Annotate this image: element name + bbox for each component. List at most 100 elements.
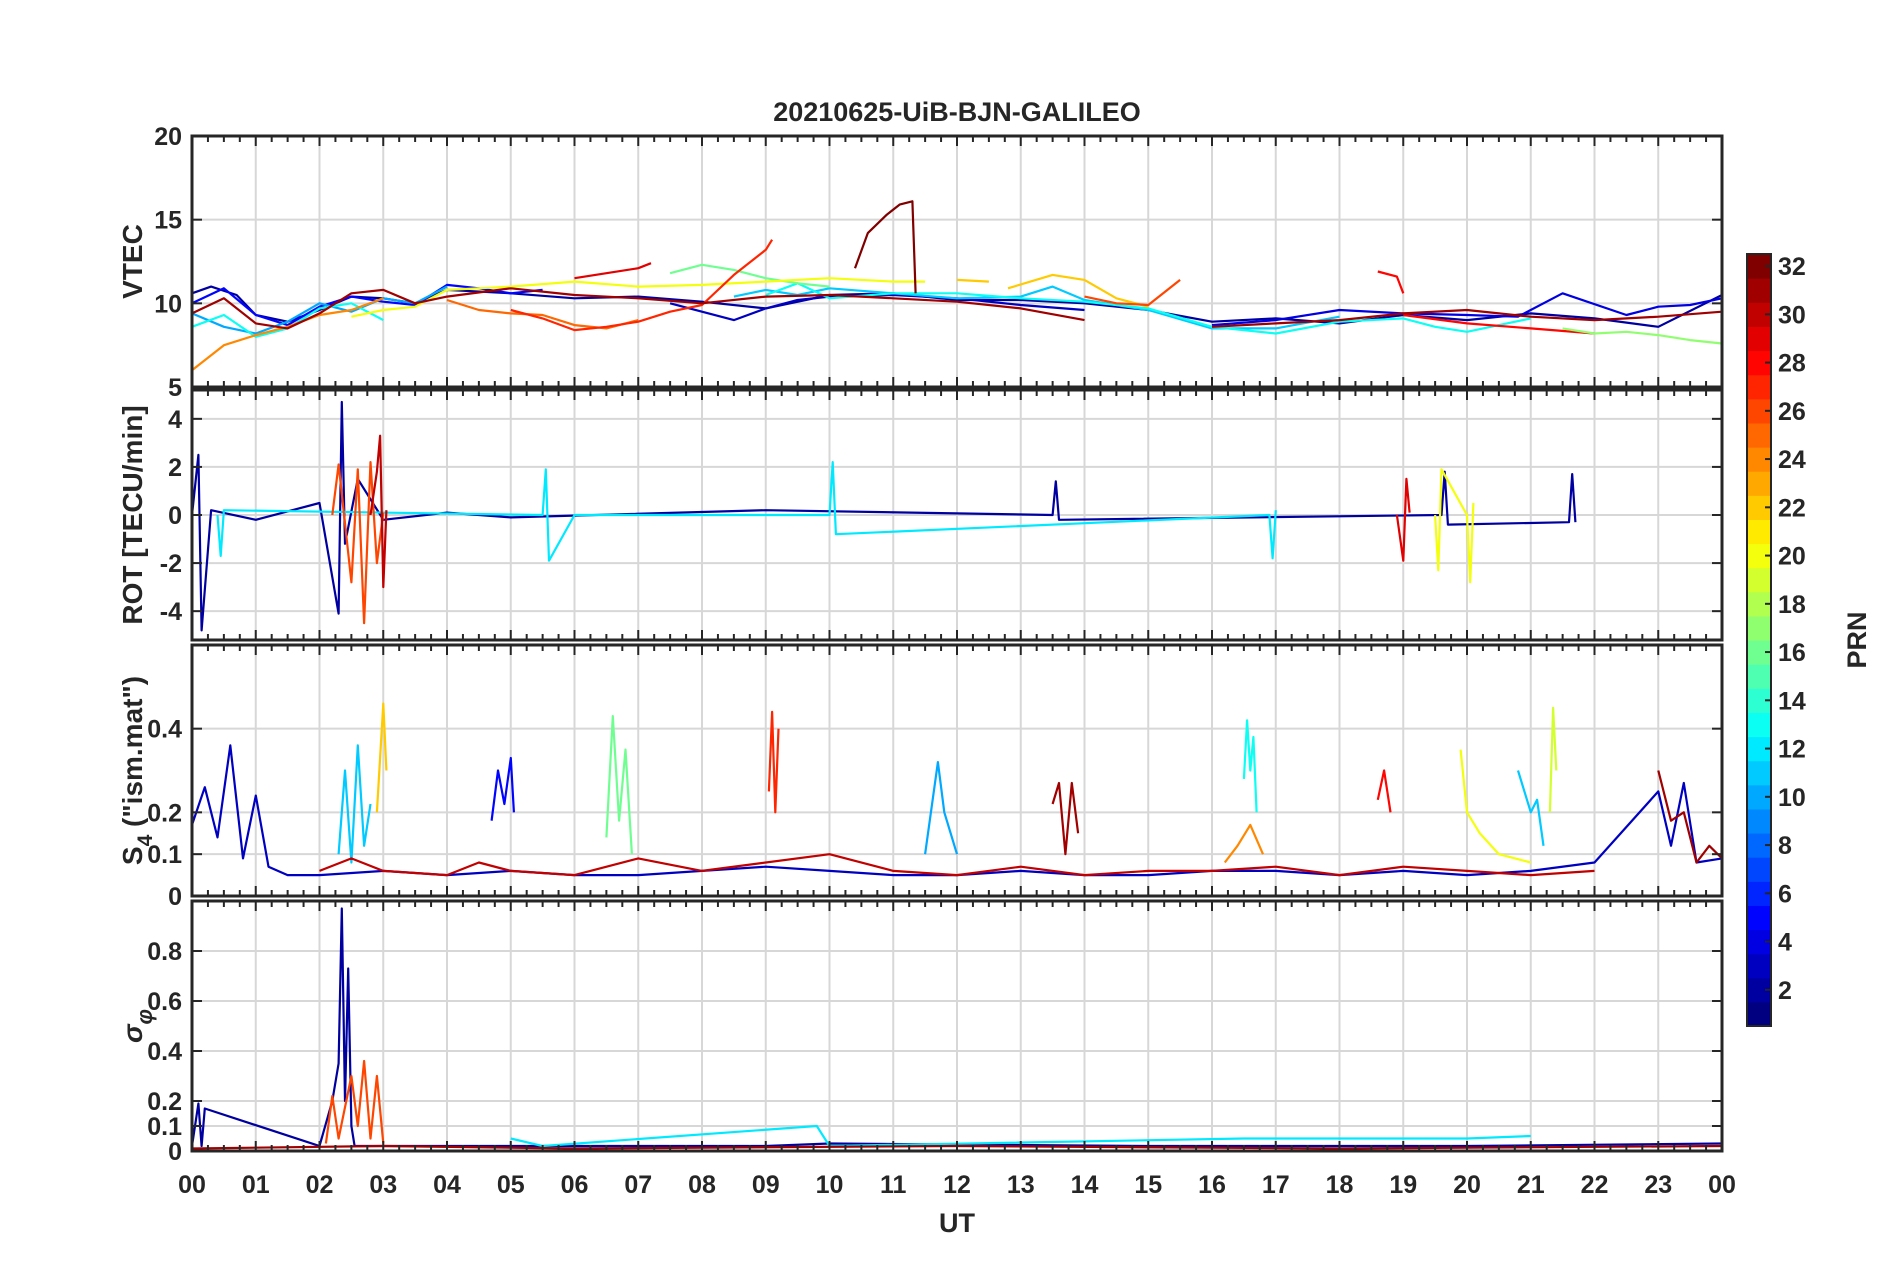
series-prn-2	[190, 400, 1577, 632]
colorbar-label: PRN	[1842, 611, 1872, 668]
colorbar-cell	[1747, 326, 1771, 352]
y-axis-label: VTEC	[117, 224, 148, 299]
colorbar-tick-label: 10	[1778, 784, 1806, 812]
colorbar-tick-label: 2	[1778, 977, 1792, 1005]
colorbar-cell	[1747, 953, 1771, 979]
x-tick-label: 00	[178, 1171, 206, 1199]
series-prn-26	[1084, 279, 1181, 307]
colorbar-tick-label: 26	[1778, 398, 1806, 426]
series-prn-25	[446, 298, 639, 330]
axes-frame	[190, 899, 1724, 1153]
axes-frame	[190, 643, 1724, 898]
colorbar-tick-label: 4	[1778, 929, 1792, 957]
series-prn-11	[1516, 770, 1545, 846]
series-prn-29	[574, 262, 652, 280]
series-prn-22	[956, 278, 989, 283]
series-prn-13	[1242, 719, 1258, 813]
x-tick-label: 00	[1708, 1171, 1736, 1199]
series-prn-10	[924, 760, 959, 855]
colorbar-tick-label: 16	[1778, 639, 1806, 667]
x-tick-label: 17	[1262, 1171, 1290, 1199]
y-tick-label: 0.4	[147, 716, 182, 744]
x-tick-label: 14	[1071, 1171, 1099, 1199]
y-tick-label: 0.4	[147, 1038, 182, 1066]
y-tick-label: 0.1	[147, 1113, 182, 1141]
grid	[192, 136, 1722, 387]
colorbar-cell	[1747, 519, 1771, 545]
x-tick-label: 18	[1326, 1171, 1354, 1199]
colorbar-tick-label: 20	[1778, 543, 1806, 571]
colorbar-cell	[1747, 615, 1771, 641]
x-tick-label: 23	[1644, 1171, 1672, 1199]
colorbar-cell	[1747, 422, 1771, 448]
colorbar-cell	[1747, 905, 1771, 931]
series-prn-4	[1211, 292, 1723, 327]
x-tick-labels: 00 01 02 03 04 05 06 07 08 09 10 11 12 13 14 15 16 17 18 19…	[178, 1171, 1736, 1199]
colorbar-cell	[1747, 278, 1771, 303]
x-tick-label: 07	[624, 1171, 652, 1199]
y-tick-label: 0.1	[147, 841, 182, 869]
series-prn-29	[1395, 477, 1411, 562]
series-prn-5	[490, 756, 515, 821]
colorbar-cell	[1747, 857, 1771, 882]
x-tick-label: 11	[880, 1171, 907, 1199]
y-axis-label: ROT [TECU/min]	[117, 405, 148, 624]
colorbar-frame	[1746, 253, 1772, 1027]
colorbar-cell	[1747, 712, 1771, 738]
colorbar-tick-label: 24	[1778, 446, 1806, 474]
colorbar-tick-label: 12	[1778, 736, 1806, 764]
series-prn-22	[1007, 273, 1149, 308]
colorbar-tick-label: 6	[1778, 880, 1792, 908]
grid	[192, 901, 1722, 1151]
x-tick-label: 20	[1453, 1171, 1481, 1199]
colorbar-tick-label: 22	[1778, 494, 1806, 522]
panel-vtec: 5 10 15 20 VTEC	[117, 123, 1724, 402]
series-prn-27	[510, 239, 774, 332]
y-tick-label: 0.2	[147, 799, 182, 827]
series-prn-12	[216, 461, 1277, 562]
y-tick-label: 0.8	[147, 938, 182, 966]
series-prn-16	[669, 263, 830, 288]
colorbar-tick-label: 30	[1778, 301, 1806, 329]
y-tick-label: 15	[154, 207, 182, 235]
colorbar-cell	[1747, 1001, 1771, 1027]
y-tick-label: 4	[168, 406, 182, 434]
x-tick-label: 08	[688, 1171, 716, 1199]
y-axis-label: S4 ("ism.mat")	[117, 676, 157, 865]
series-prn-17	[1562, 327, 1723, 345]
series-prn-5	[191, 283, 543, 327]
series-prn-19	[1548, 706, 1558, 813]
x-tick-label: 06	[561, 1171, 589, 1199]
colorbar-cell	[1747, 374, 1771, 400]
series-prn-30	[319, 853, 1595, 877]
x-tick-label: 03	[369, 1171, 397, 1199]
colorbar-cell	[1747, 471, 1771, 496]
x-tick-label: 09	[752, 1171, 780, 1199]
series-prn-28	[1376, 769, 1392, 813]
series-prn-30	[369, 434, 388, 589]
colorbar-tick-label: 14	[1778, 687, 1806, 715]
series-group	[191, 200, 1723, 372]
series-prn-31	[1051, 781, 1080, 856]
series-prn-20	[351, 277, 926, 318]
colorbar-tick-label: 18	[1778, 591, 1806, 619]
series-prn-20	[1459, 749, 1532, 864]
series-prn-24	[1223, 823, 1265, 864]
y-tick-label: 0	[168, 883, 182, 911]
series-group	[190, 702, 1723, 877]
series-prn-31	[191, 287, 1085, 330]
x-axis-label: UT	[939, 1208, 975, 1238]
x-tick-label: 13	[1007, 1171, 1035, 1199]
x-tick-label: 04	[433, 1171, 461, 1199]
series-prn-20	[1434, 468, 1475, 584]
axes-frame	[190, 134, 1724, 389]
series-prn-26	[331, 461, 385, 625]
series-prn-31	[1211, 308, 1723, 328]
x-tick-label: 10	[816, 1171, 844, 1199]
colorbar-cell	[1747, 808, 1771, 834]
x-tick-label: 22	[1581, 1171, 1609, 1199]
y-tick-label: 0	[168, 502, 182, 530]
panel-sigma_phi: 00.10.20.40.60.8σφ	[117, 899, 1724, 1166]
